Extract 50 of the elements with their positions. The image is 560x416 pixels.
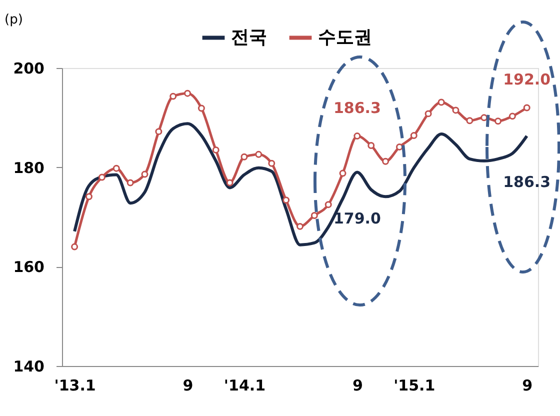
x-tick-label: '14.1 xyxy=(224,376,266,394)
point xyxy=(226,179,234,186)
point xyxy=(508,112,516,120)
point xyxy=(396,143,403,150)
annotation: 186.3 xyxy=(503,173,551,192)
point xyxy=(466,117,474,124)
x-tick-label: '15.1 xyxy=(394,376,436,394)
annotation: 186.3 xyxy=(333,99,381,118)
point xyxy=(494,118,502,125)
x-tick-label: 9 xyxy=(352,376,363,394)
point xyxy=(354,132,361,140)
x-tick-label: 9 xyxy=(182,376,194,394)
point xyxy=(282,196,290,204)
x-tick-label: '13.1 xyxy=(54,376,96,394)
point xyxy=(523,104,530,112)
point xyxy=(368,142,375,149)
point xyxy=(71,243,78,250)
y-tick-label: 160 xyxy=(13,258,44,276)
point xyxy=(310,212,318,219)
point xyxy=(324,201,332,208)
point xyxy=(424,110,432,118)
y-tick-label: 140 xyxy=(13,358,44,376)
point xyxy=(112,164,120,172)
point xyxy=(98,174,106,181)
point xyxy=(141,170,148,178)
legend-label: 수도권 xyxy=(318,26,372,48)
point xyxy=(155,128,162,136)
x-tick-label: 9 xyxy=(522,376,533,394)
point xyxy=(480,114,488,122)
point xyxy=(382,158,390,165)
y-tick-label: 180 xyxy=(13,158,44,177)
point xyxy=(184,90,191,97)
point xyxy=(339,170,346,177)
annotation: 179.0 xyxy=(333,209,381,228)
point xyxy=(212,146,220,154)
point xyxy=(198,104,205,112)
annotation: 192.0 xyxy=(503,70,551,89)
y-tick-label: 200 xyxy=(13,60,44,78)
point xyxy=(268,160,276,167)
point xyxy=(240,153,248,160)
y-axis-title: (p) xyxy=(4,12,23,28)
point xyxy=(170,92,177,100)
point xyxy=(255,150,262,158)
point xyxy=(452,106,460,114)
point xyxy=(296,222,304,230)
point xyxy=(438,98,445,106)
legend-label: 전국 xyxy=(231,26,267,48)
point xyxy=(85,193,92,200)
point xyxy=(126,179,134,186)
point xyxy=(410,132,418,140)
